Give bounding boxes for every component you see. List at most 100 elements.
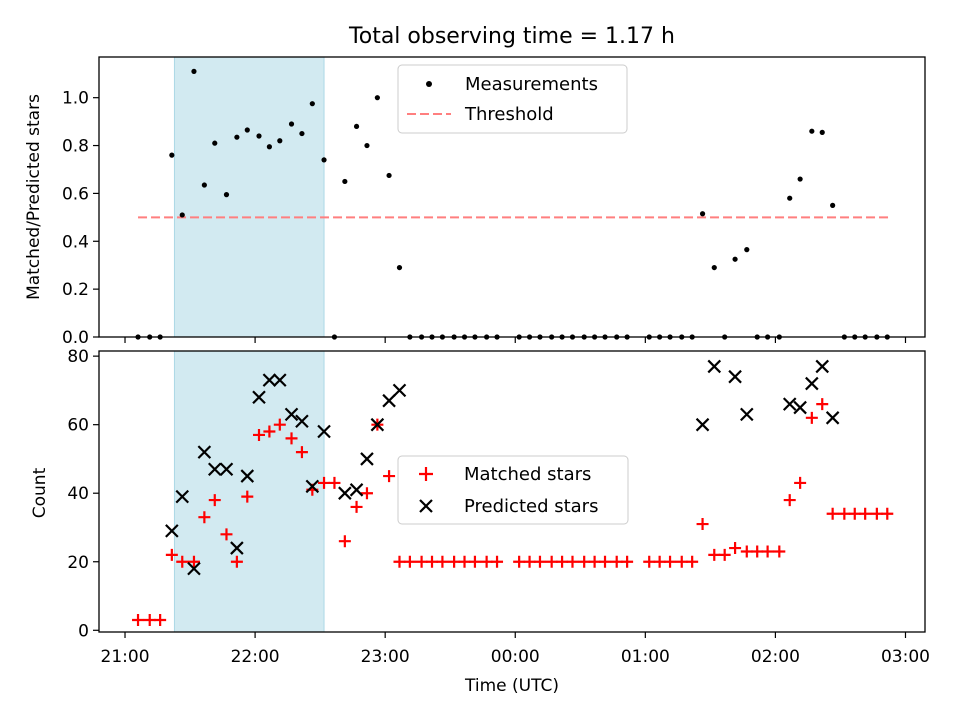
matched-star-point [220,528,233,541]
y-tick-label: 40 [67,484,89,504]
y-tick-label: 1.0 [62,89,89,109]
matched-star-point [513,555,526,568]
predicted-star-point [805,376,819,391]
y-tick-label: 0.6 [62,184,89,204]
x-tick-label: 23:00 [361,647,410,667]
matched-star-point [403,555,416,568]
matched-star-point [468,555,481,568]
matched-star-point [176,555,189,568]
predicted-star-point [197,445,212,459]
matched-star-point [360,487,373,500]
matched-star-point [230,555,243,568]
measurement-point [732,256,738,262]
matched-star-point [653,555,666,568]
bottom-plot-frame [98,350,926,633]
predicted-star-point [815,359,830,374]
matched-star-point [729,542,742,555]
top-x-ticks [124,337,907,343]
measurement-point [374,95,380,101]
x-tick-label: 03:00 [881,647,930,667]
bottom-x-axis: 21:00 22:00 23:00 00:00 01:00 02:00 03:00 [101,632,930,667]
measurement-point [744,247,750,253]
measurement-point [711,264,717,271]
matched-star-point [545,555,558,568]
measurement-point [797,176,803,182]
measurement-point [353,123,360,130]
matched-star-point [165,548,178,561]
predicted-star-point [165,524,179,538]
bottom-y-label: Count [30,467,50,518]
matched-star-point [208,494,221,507]
predicted-star-point [740,407,754,422]
top-y-axis: 0.0 0.2 0.4 0.6 0.8 1.0 [62,89,99,348]
measurement-point [244,127,250,133]
predicted-star-point [284,407,299,422]
matched-star-point [415,555,428,568]
measurement-point [809,128,815,134]
predicted-star-point [707,359,722,374]
matched-star-point [610,555,623,568]
predicted-star-point [360,452,374,466]
x-tick-label: 01:00 [621,647,670,667]
matched-star-point [241,490,254,503]
measurement-point [699,211,706,217]
measurement-point [364,142,370,149]
predicted-star-point [317,424,331,439]
matched-star-point [621,555,634,568]
matched-star-point [664,555,677,568]
predicted-star-point [382,393,396,408]
matched-star-point [751,545,764,558]
matched-star-point [740,545,753,558]
bottom-legend: Matched stars Predicted stars [397,455,629,525]
matched-star-point [436,555,449,568]
matched-star-point [458,555,471,568]
matched-star-point [448,555,461,568]
measurement-point [321,157,327,163]
matched-star-point [132,614,145,627]
matched-star-point [599,555,612,568]
matched-star-point [533,555,546,568]
y-tick-label: 20 [67,553,89,573]
x-tick-label: 00:00 [491,647,540,667]
legend-marker-matched [419,467,433,481]
measurement-point [201,182,207,188]
bottom-panel: 0 20 40 60 80 21:00 22:00 23:00 00:00 01:00 02:00… [30,347,930,696]
predicted-star-point [273,373,287,387]
predicted-star-point [370,417,385,432]
matched-star-point [273,418,286,431]
matched-star-point [870,507,883,520]
predicted-star-point [262,373,277,387]
matched-star-point [826,507,839,520]
matched-star-point [154,614,167,627]
matched-star-point [805,411,818,424]
y-tick-label: 80 [67,347,89,367]
predicted-stars-points [165,359,840,576]
matched-star-point [686,555,699,568]
matched-star-point [328,476,341,489]
matched-star-point [393,555,406,568]
matched-star-point [491,555,504,568]
matched-star-point [252,428,265,441]
y-tick-label: 0.8 [62,137,89,157]
predicted-star-point [392,383,407,398]
matched-star-point [848,507,861,520]
matched-star-point [285,432,298,445]
matched-star-point [523,555,536,568]
predicted-star-point [793,400,807,415]
matched-star-point [761,545,774,558]
matched-star-point [295,446,308,459]
chart-title: Total observing time = 1.17 h [348,24,675,49]
y-tick-label: 0 [78,621,89,641]
matched-star-point [588,555,601,568]
measurement-point [342,178,348,185]
matched-star-point [383,470,396,483]
measurement-point [179,212,185,218]
measurement-point [212,140,218,146]
top-y-label: Matched/Predicted stars [24,94,44,300]
matched-star-point [696,518,709,531]
predicted-star-point [305,479,320,494]
matched-star-point [643,555,656,568]
matched-star-point [881,507,894,520]
matched-star-point [480,555,493,568]
